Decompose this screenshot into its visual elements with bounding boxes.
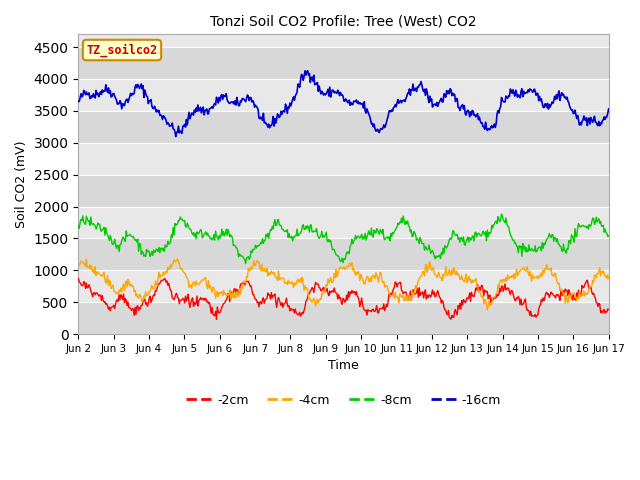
Bar — [79, 175, 609, 206]
Bar — [79, 270, 609, 302]
Bar — [79, 143, 609, 175]
Bar — [79, 79, 609, 111]
Text: TZ_soilco2: TZ_soilco2 — [86, 43, 157, 57]
X-axis label: Time: Time — [328, 360, 359, 372]
Bar — [79, 47, 609, 79]
Bar — [79, 206, 609, 239]
Bar — [79, 111, 609, 143]
Title: Tonzi Soil CO2 Profile: Tree (West) CO2: Tonzi Soil CO2 Profile: Tree (West) CO2 — [210, 15, 477, 29]
Bar — [79, 239, 609, 270]
Bar — [79, 302, 609, 334]
Y-axis label: Soil CO2 (mV): Soil CO2 (mV) — [15, 141, 28, 228]
Legend: -2cm, -4cm, -8cm, -16cm: -2cm, -4cm, -8cm, -16cm — [181, 389, 506, 412]
